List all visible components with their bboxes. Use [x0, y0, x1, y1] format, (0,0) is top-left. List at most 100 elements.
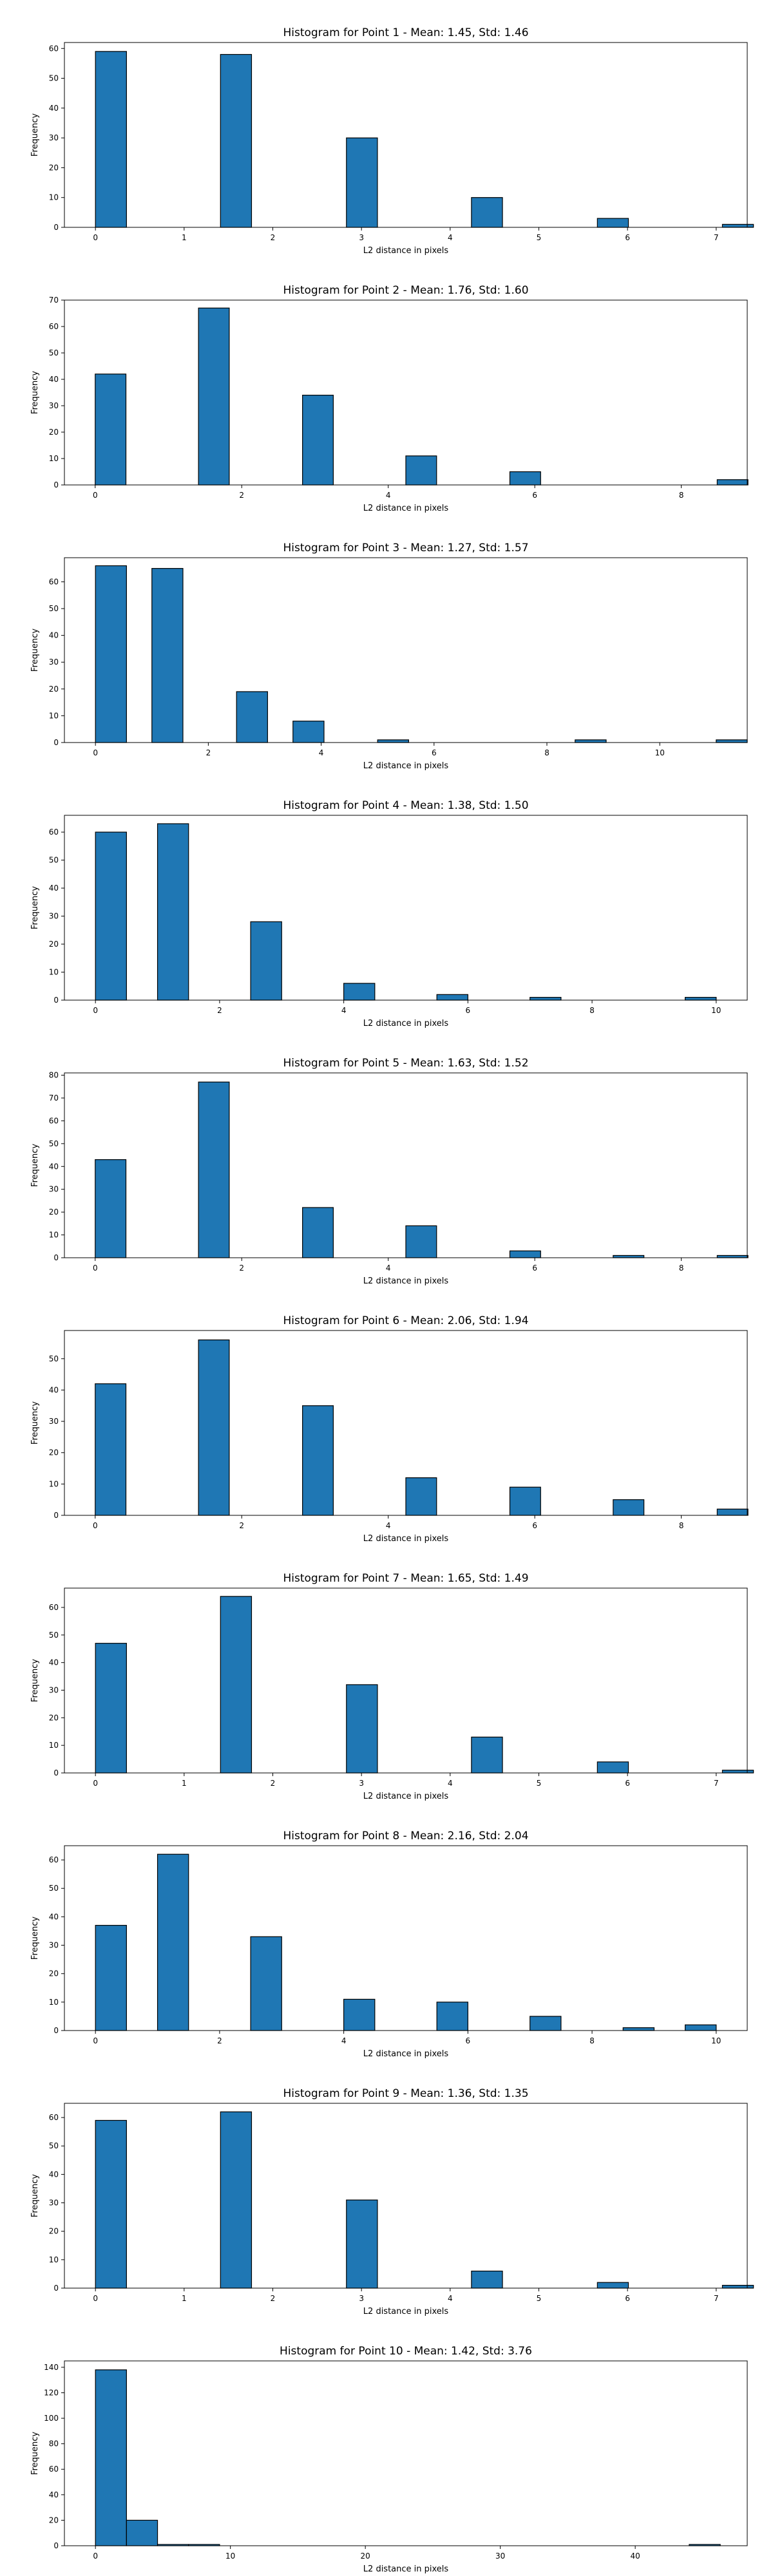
y-tick-label: 20: [49, 163, 59, 172]
y-tick-label: 50: [49, 2141, 59, 2150]
x-tick-label: 5: [537, 233, 542, 242]
histogram-bar: [250, 921, 282, 1001]
histogram-bar: [436, 2002, 468, 2031]
x-tick-label: 6: [532, 1521, 537, 1530]
histogram-bar: [95, 565, 127, 743]
chart-title: Histogram for Point 4 - Mean: 1.38, Std:…: [283, 799, 528, 812]
x-tick-label: 10: [711, 1006, 721, 1015]
x-tick-label: 2: [271, 2294, 276, 2303]
x-tick-label: 4: [341, 1006, 347, 1015]
y-tick-label: 60: [49, 828, 59, 837]
histogram-bar: [343, 1998, 376, 2031]
histogram-10: Histogram for Point 10 - Mean: 1.42, Std…: [30, 2345, 748, 2574]
histogram-bar: [596, 218, 629, 228]
x-tick-label: 8: [679, 491, 684, 500]
y-tick-label: 0: [53, 2541, 59, 2550]
y-tick-label: 0: [53, 996, 59, 1005]
x-tick-label: 8: [544, 748, 549, 757]
y-tick-label: 0: [53, 223, 59, 232]
y-tick-label: 10: [49, 1479, 59, 1488]
y-tick-label: 20: [49, 685, 59, 694]
y-tick-label: 20: [49, 1713, 59, 1722]
y-tick-label: 20: [49, 1208, 59, 1217]
histogram-bar: [596, 1761, 629, 1774]
histogram-bar: [377, 739, 409, 743]
histogram-bar: [405, 1477, 437, 1516]
y-tick-label: 40: [49, 631, 59, 640]
plot-frame: [64, 2360, 748, 2546]
x-tick-label: 8: [679, 1521, 684, 1530]
y-tick-label: 0: [53, 1253, 59, 1262]
x-tick-label: 40: [630, 2552, 640, 2561]
plot-frame: [64, 1587, 748, 1774]
y-tick-label: 40: [49, 1162, 59, 1171]
y-tick-label: 40: [49, 1385, 59, 1394]
histogram-4: Histogram for Point 4 - Mean: 1.38, Std:…: [30, 799, 748, 1028]
histogram-5: Histogram for Point 5 - Mean: 1.63, Std:…: [30, 1057, 749, 1286]
x-tick-label: 1: [182, 233, 187, 242]
y-axis-label: Frequency: [30, 2432, 40, 2475]
y-tick-label: 20: [49, 2227, 59, 2236]
y-tick-label: 20: [49, 428, 59, 437]
y-axis-label: Frequency: [30, 1144, 40, 1187]
histogram-bar: [302, 1207, 334, 1258]
histogram-bar: [95, 1159, 127, 1258]
y-tick-label: 40: [49, 884, 59, 893]
y-tick-label: 60: [49, 2113, 59, 2122]
histogram-bar: [716, 1255, 749, 1258]
histogram-bar: [685, 2024, 717, 2031]
x-tick-label: 5: [537, 1779, 542, 1788]
x-axis-label: L2 distance in pixels: [363, 1276, 449, 1286]
x-tick-label: 0: [93, 1521, 98, 1530]
y-tick-label: 0: [53, 1511, 59, 1520]
chart-title: Histogram for Point 1 - Mean: 1.45, Std:…: [283, 26, 528, 39]
y-tick-label: 10: [49, 1998, 59, 2007]
y-tick-label: 10: [49, 193, 59, 202]
histogram-bar: [405, 1225, 437, 1258]
y-tick-label: 50: [49, 604, 59, 613]
y-axis-label: Frequency: [30, 113, 40, 156]
x-tick-label: 0: [93, 491, 98, 500]
histogram-bar: [685, 997, 717, 1001]
y-tick-label: 60: [49, 577, 59, 586]
x-tick-label: 2: [271, 233, 276, 242]
y-axis-label: Frequency: [30, 1917, 40, 1960]
histogram-bar: [157, 1853, 189, 2031]
y-tick-label: 30: [49, 658, 59, 667]
y-tick-label: 50: [49, 348, 59, 357]
histogram-bar: [292, 721, 325, 743]
x-tick-label: 3: [359, 1779, 364, 1788]
histogram-8: Histogram for Point 8 - Mean: 2.16, Std:…: [30, 1830, 748, 2059]
histogram-bar: [622, 2027, 655, 2031]
y-tick-label: 10: [49, 1231, 59, 1240]
x-tick-label: 2: [239, 1264, 244, 1273]
histogram-bar: [509, 471, 541, 486]
histogram-bar: [575, 739, 607, 743]
y-tick-label: 30: [49, 1417, 59, 1426]
histogram-bar: [530, 2016, 562, 2031]
x-tick-label: 0: [93, 233, 98, 242]
x-axis-label: L2 distance in pixels: [363, 1792, 449, 1801]
y-tick-label: 40: [49, 1658, 59, 1667]
x-tick-label: 0: [93, 1006, 98, 1015]
chart-title: Histogram for Point 3 - Mean: 1.27, Std:…: [283, 542, 528, 554]
histogram-bar: [95, 831, 127, 1001]
histogram-7: Histogram for Point 7 - Mean: 1.65, Std:…: [30, 1572, 754, 1801]
x-tick-label: 4: [386, 1264, 391, 1273]
histogram-bar: [596, 2282, 629, 2289]
y-axis-label: Frequency: [30, 886, 40, 929]
y-tick-label: 10: [49, 454, 59, 463]
plot-frame: [64, 815, 748, 1001]
y-tick-label: 50: [49, 1354, 59, 1363]
histogram-bar: [198, 307, 230, 486]
histogram-bar: [509, 1250, 541, 1258]
x-tick-label: 10: [655, 748, 665, 757]
x-tick-label: 3: [359, 2294, 364, 2303]
x-tick-label: 10: [225, 2552, 235, 2561]
x-tick-label: 2: [239, 1521, 244, 1530]
y-axis-label: Frequency: [30, 629, 40, 672]
x-tick-label: 3: [359, 233, 364, 242]
histogram-bar: [721, 1770, 754, 1774]
x-tick-label: 4: [341, 2036, 347, 2045]
chart-title: Histogram for Point 2 - Mean: 1.76, Std:…: [283, 284, 528, 297]
